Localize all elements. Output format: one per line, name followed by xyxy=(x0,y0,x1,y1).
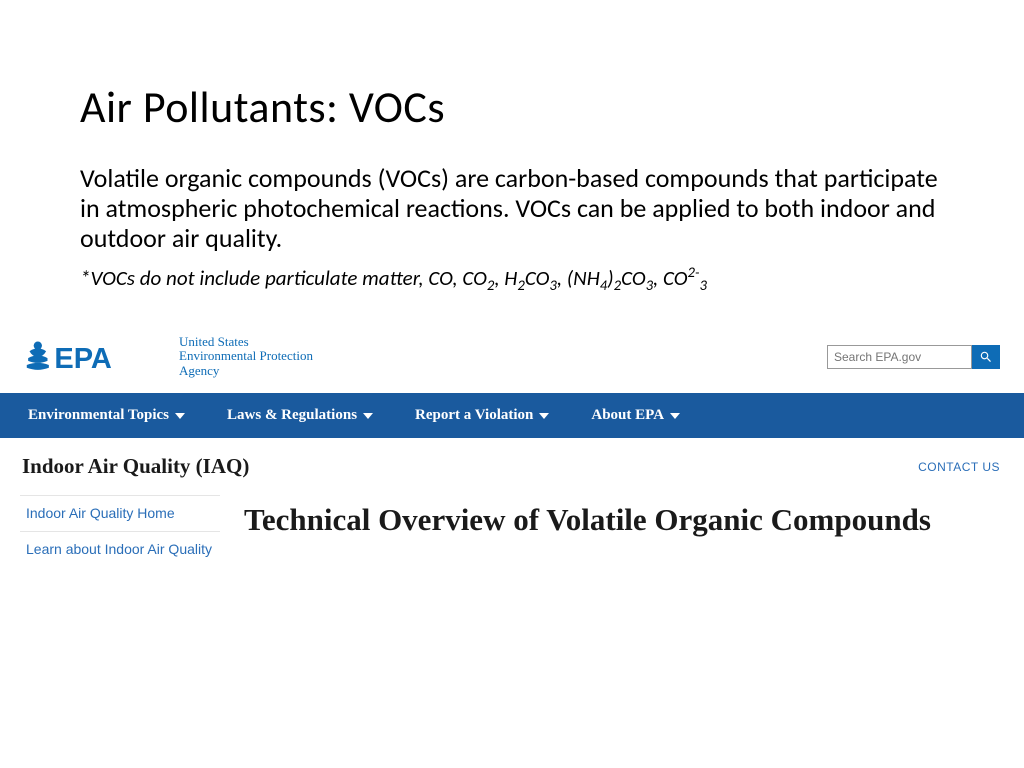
article-title: Technical Overview of Volatile Organic C… xyxy=(244,495,931,565)
sidebar-link-learn[interactable]: Learn about Indoor Air Quality xyxy=(20,531,220,566)
epa-agency-text: United States Environmental Protection A… xyxy=(179,335,313,380)
chevron-down-icon xyxy=(175,413,185,419)
chevron-down-icon xyxy=(539,413,549,419)
svg-text:EPA: EPA xyxy=(54,343,112,375)
nav-about-epa[interactable]: About EPA xyxy=(591,393,680,438)
nav-laws-regulations[interactable]: Laws & Regulations xyxy=(227,393,373,438)
body-paragraph: Volatile organic compounds (VOCs) are ca… xyxy=(80,164,944,254)
search-input[interactable] xyxy=(827,345,972,369)
epa-logo-block: EPA United States Environmental Protecti… xyxy=(24,335,313,380)
subheader-row: Indoor Air Quality (IAQ) CONTACT US xyxy=(0,438,1024,487)
search-button[interactable] xyxy=(972,345,1000,369)
epa-header: EPA United States Environmental Protecti… xyxy=(0,325,1024,394)
chevron-down-icon xyxy=(363,413,373,419)
footnote: *VOCs do not include particulate matter,… xyxy=(80,264,944,295)
slide-body: Volatile organic compounds (VOCs) are ca… xyxy=(0,154,1024,295)
epa-logo-icon: EPA xyxy=(24,336,169,377)
epa-screenshot: EPA United States Environmental Protecti… xyxy=(0,325,1024,566)
search-form xyxy=(827,345,1000,369)
section-title: Indoor Air Quality (IAQ) xyxy=(22,454,249,479)
slide-header: Air Pollutants: VOCs xyxy=(0,0,1024,154)
nav-report-violation[interactable]: Report a Violation xyxy=(415,393,549,438)
search-icon xyxy=(979,350,993,364)
chevron-down-icon xyxy=(670,413,680,419)
nav-environmental-topics[interactable]: Environmental Topics xyxy=(28,393,185,438)
slide-title: Air Pollutants: VOCs xyxy=(80,80,944,134)
contact-us-link[interactable]: CONTACT US xyxy=(918,460,1000,474)
sidebar: Indoor Air Quality Home Learn about Indo… xyxy=(20,495,220,565)
nav-bar: Environmental Topics Laws & Regulations … xyxy=(0,393,1024,438)
content-row: Indoor Air Quality Home Learn about Indo… xyxy=(0,487,1024,565)
sidebar-link-home[interactable]: Indoor Air Quality Home xyxy=(20,495,220,530)
